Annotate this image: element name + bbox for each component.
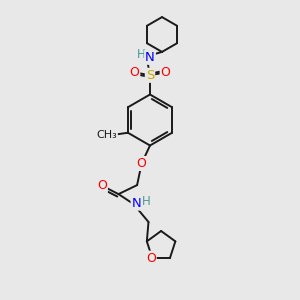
Text: O: O bbox=[161, 66, 170, 79]
Text: O: O bbox=[137, 157, 146, 170]
Text: H: H bbox=[142, 195, 151, 208]
Text: N: N bbox=[132, 196, 141, 210]
Text: S: S bbox=[146, 69, 154, 82]
Text: H: H bbox=[136, 48, 146, 62]
Text: N: N bbox=[145, 51, 155, 64]
Text: O: O bbox=[146, 252, 156, 265]
Text: O: O bbox=[130, 66, 139, 79]
Text: CH₃: CH₃ bbox=[96, 130, 117, 140]
Text: O: O bbox=[97, 179, 107, 192]
